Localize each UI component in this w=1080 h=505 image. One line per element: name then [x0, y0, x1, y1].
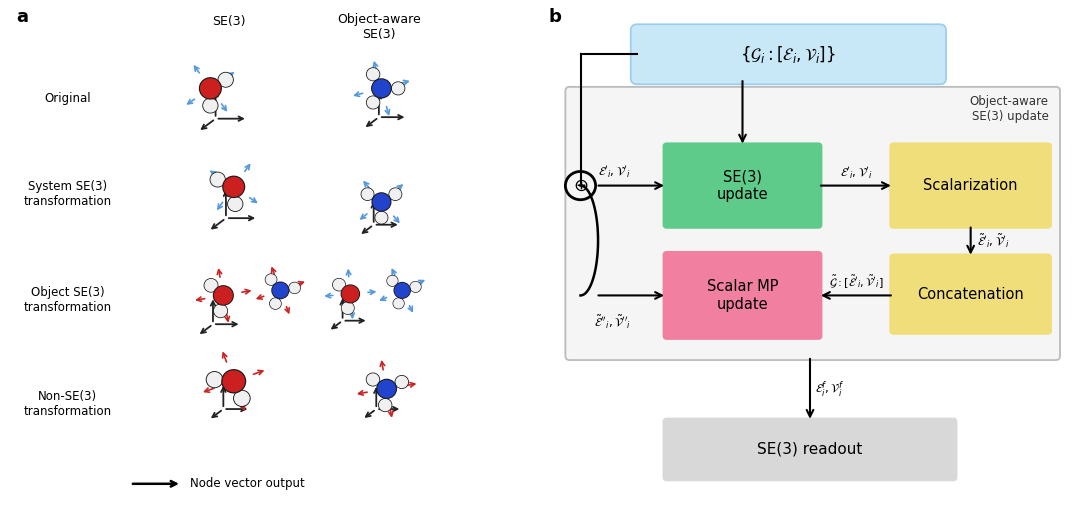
- Circle shape: [366, 68, 379, 81]
- Text: SE(3) readout: SE(3) readout: [757, 442, 863, 457]
- Circle shape: [341, 302, 354, 314]
- FancyBboxPatch shape: [890, 142, 1052, 229]
- Text: System SE(3)
transformation: System SE(3) transformation: [24, 180, 112, 209]
- Circle shape: [341, 285, 360, 302]
- FancyBboxPatch shape: [890, 254, 1052, 335]
- Text: Scalar MP
update: Scalar MP update: [706, 279, 779, 312]
- Text: Concatenation: Concatenation: [917, 287, 1024, 301]
- Circle shape: [218, 73, 233, 87]
- Text: $\tilde{\mathcal{E}}''_i, \tilde{\mathcal{V}}''_i$: $\tilde{\mathcal{E}}''_i, \tilde{\mathca…: [594, 313, 631, 331]
- Circle shape: [273, 283, 288, 297]
- Circle shape: [366, 373, 379, 386]
- Circle shape: [387, 276, 397, 286]
- Circle shape: [366, 96, 379, 109]
- Text: SE(3): SE(3): [212, 15, 245, 28]
- Circle shape: [396, 376, 407, 387]
- Circle shape: [228, 197, 243, 211]
- Circle shape: [204, 279, 218, 292]
- Circle shape: [377, 379, 396, 398]
- Circle shape: [395, 283, 409, 297]
- Circle shape: [367, 97, 379, 108]
- Circle shape: [393, 298, 404, 309]
- Circle shape: [229, 197, 242, 211]
- Circle shape: [394, 283, 410, 298]
- Circle shape: [410, 282, 420, 291]
- Text: $\oplus$: $\oplus$: [572, 177, 589, 194]
- Text: $\{\mathcal{G}_i : [\mathcal{E}_i, \mathcal{V}_i]\}$: $\{\mathcal{G}_i : [\mathcal{E}_i, \math…: [741, 43, 836, 65]
- Text: Original: Original: [44, 92, 91, 105]
- Circle shape: [374, 194, 390, 210]
- Text: $\mathcal{E}'_i, \mathcal{V}'_i$: $\mathcal{E}'_i, \mathcal{V}'_i$: [598, 163, 631, 179]
- Circle shape: [234, 391, 249, 406]
- Circle shape: [272, 282, 288, 298]
- Circle shape: [203, 98, 218, 113]
- Circle shape: [389, 188, 402, 200]
- Circle shape: [215, 305, 227, 317]
- Circle shape: [390, 189, 401, 199]
- Circle shape: [373, 193, 391, 211]
- Text: a: a: [16, 8, 28, 26]
- Circle shape: [394, 299, 403, 308]
- Circle shape: [201, 79, 220, 98]
- Circle shape: [205, 280, 217, 291]
- Text: Object-aware
SE(3) update: Object-aware SE(3) update: [970, 95, 1049, 123]
- Circle shape: [219, 73, 232, 86]
- Text: Non-SE(3)
transformation: Non-SE(3) transformation: [24, 390, 112, 418]
- Text: $\tilde{\mathcal{G}} : [\tilde{\mathcal{E}}'_i, \tilde{\mathcal{V}}'_i]$: $\tilde{\mathcal{G}} : [\tilde{\mathcal{…: [828, 273, 883, 290]
- Circle shape: [334, 279, 345, 290]
- FancyBboxPatch shape: [631, 24, 946, 84]
- Text: b: b: [549, 8, 561, 26]
- Text: $\mathcal{E}'_i, \mathcal{V}'_i$: $\mathcal{E}'_i, \mathcal{V}'_i$: [839, 164, 873, 181]
- Text: $\tilde{\mathcal{E}}'_i, \tilde{\mathcal{V}}'_i$: $\tilde{\mathcal{E}}'_i, \tilde{\mathcal…: [977, 232, 1010, 250]
- Circle shape: [214, 286, 233, 305]
- Circle shape: [289, 282, 300, 293]
- Circle shape: [362, 188, 374, 200]
- Circle shape: [395, 376, 408, 388]
- Text: Node vector output: Node vector output: [190, 477, 305, 490]
- Circle shape: [222, 176, 244, 197]
- Circle shape: [215, 287, 232, 304]
- Text: $\mathcal{E}^f_i, \mathcal{V}^f_i$: $\mathcal{E}^f_i, \mathcal{V}^f_i$: [815, 379, 845, 398]
- Circle shape: [214, 305, 227, 318]
- Text: Object SE(3)
transformation: Object SE(3) transformation: [24, 286, 112, 315]
- Circle shape: [379, 399, 391, 411]
- FancyBboxPatch shape: [663, 142, 823, 229]
- Circle shape: [233, 390, 249, 406]
- Circle shape: [376, 212, 387, 223]
- FancyBboxPatch shape: [566, 87, 1061, 360]
- Circle shape: [270, 299, 281, 309]
- Text: SE(3)
update: SE(3) update: [717, 169, 768, 202]
- Circle shape: [392, 82, 405, 94]
- Text: Scalarization: Scalarization: [923, 178, 1017, 193]
- FancyBboxPatch shape: [663, 251, 823, 340]
- Circle shape: [373, 80, 390, 97]
- Circle shape: [362, 189, 373, 199]
- Circle shape: [204, 99, 217, 112]
- Circle shape: [270, 298, 281, 309]
- Circle shape: [410, 282, 421, 292]
- Circle shape: [378, 380, 395, 397]
- Circle shape: [266, 274, 276, 285]
- Text: Object-aware
SE(3): Object-aware SE(3): [337, 13, 421, 40]
- Circle shape: [388, 276, 397, 285]
- Circle shape: [266, 275, 276, 284]
- Circle shape: [224, 371, 244, 391]
- Circle shape: [206, 372, 222, 387]
- Circle shape: [379, 399, 392, 412]
- Circle shape: [207, 373, 221, 387]
- Circle shape: [372, 79, 391, 98]
- Circle shape: [367, 374, 379, 385]
- Circle shape: [392, 83, 404, 94]
- Circle shape: [211, 172, 225, 187]
- Circle shape: [289, 283, 299, 293]
- Circle shape: [342, 303, 353, 314]
- Circle shape: [342, 286, 359, 302]
- Circle shape: [367, 69, 379, 80]
- Circle shape: [211, 173, 225, 186]
- Circle shape: [221, 370, 245, 393]
- Circle shape: [224, 177, 243, 196]
- Circle shape: [375, 212, 388, 224]
- FancyBboxPatch shape: [663, 418, 958, 481]
- Circle shape: [333, 279, 346, 291]
- Circle shape: [200, 78, 221, 99]
